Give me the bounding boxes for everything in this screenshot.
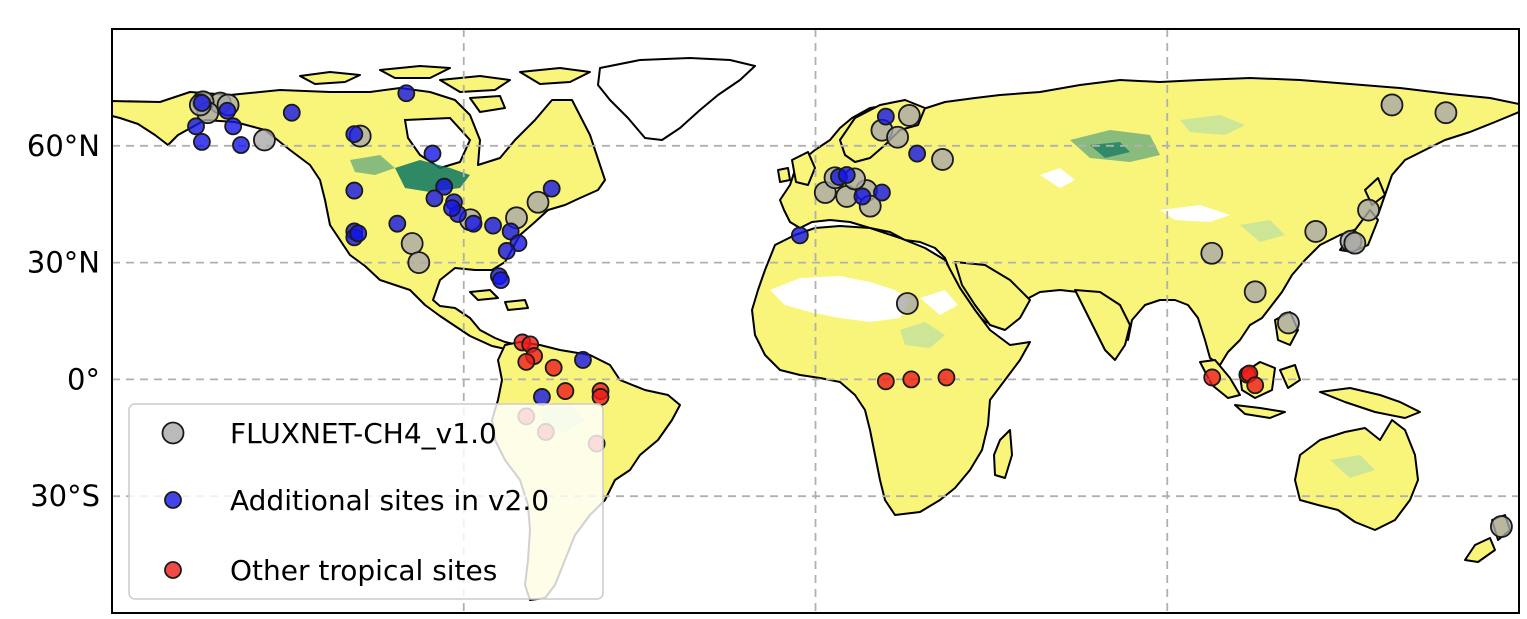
site-marker-fluxnet-v1 bbox=[931, 148, 954, 171]
site-marker-additional-v2 bbox=[484, 216, 502, 235]
legend-marker bbox=[164, 491, 182, 509]
desert-regions bbox=[770, 168, 1230, 322]
site-marker-fluxnet-v1 bbox=[1200, 241, 1224, 265]
site-marker-additional-v2 bbox=[345, 181, 364, 200]
legend-label: FLUXNET-CH4_v1.0 bbox=[230, 417, 497, 450]
site-marker-additional-v2 bbox=[232, 136, 250, 154]
site-marker-fluxnet-v1 bbox=[1304, 220, 1328, 243]
north-america-landmass bbox=[112, 87, 606, 351]
site-marker-tropical bbox=[937, 368, 956, 387]
legend-label: Other tropical sites bbox=[230, 554, 497, 587]
y-tick-label: 30°S bbox=[30, 479, 100, 513]
site-marker-fluxnet-v1 bbox=[526, 190, 550, 214]
legend: FLUXNET-CH4_v1.0 Additional sites in v2.0… bbox=[128, 403, 604, 600]
site-marker-tropical bbox=[1203, 368, 1222, 387]
site-marker-additional-v2 bbox=[443, 199, 461, 217]
site-marker-tropical bbox=[876, 372, 895, 391]
site-marker-additional-v2 bbox=[425, 189, 444, 208]
site-marker-tropical bbox=[1246, 376, 1265, 395]
legend-label: Additional sites in v2.0 bbox=[230, 484, 549, 517]
site-marker-fluxnet-v1 bbox=[1243, 280, 1267, 304]
site-marker-fluxnet-v1 bbox=[1434, 101, 1458, 125]
y-tick-label: 60°N bbox=[27, 129, 100, 163]
site-marker-additional-v2 bbox=[876, 107, 895, 126]
site-marker-tropical bbox=[544, 358, 563, 377]
site-marker-fluxnet-v1 bbox=[1343, 231, 1367, 255]
site-marker-additional-v2 bbox=[873, 183, 891, 202]
site-marker-additional-v2 bbox=[349, 224, 368, 243]
site-marker-fluxnet-v1 bbox=[253, 128, 276, 152]
site-marker-additional-v2 bbox=[853, 187, 872, 206]
site-marker-fluxnet-v1 bbox=[1380, 93, 1404, 117]
latitude-tick-labels: 60°N 30°N 0° 30°S bbox=[27, 129, 100, 513]
site-marker-additional-v2 bbox=[790, 226, 809, 245]
site-markers bbox=[187, 84, 1513, 538]
site-marker-additional-v2 bbox=[345, 125, 364, 144]
site-marker-additional-v2 bbox=[397, 84, 416, 103]
site-marker-additional-v2 bbox=[464, 214, 483, 233]
site-marker-fluxnet-v1 bbox=[407, 251, 431, 275]
legend-marker bbox=[161, 421, 185, 445]
site-marker-additional-v2 bbox=[533, 388, 551, 406]
legend-marker bbox=[164, 561, 182, 579]
site-marker-additional-v2 bbox=[388, 214, 407, 233]
y-tick-label: 30°N bbox=[27, 246, 100, 280]
site-marker-additional-v2 bbox=[497, 242, 516, 260]
site-marker-additional-v2 bbox=[218, 101, 237, 120]
map-frame bbox=[111, 28, 1520, 614]
site-marker-additional-v2 bbox=[491, 271, 510, 290]
site-marker-fluxnet-v1 bbox=[1490, 515, 1513, 538]
land-layer bbox=[112, 57, 1519, 601]
site-marker-additional-v2 bbox=[435, 177, 454, 196]
site-marker-additional-v2 bbox=[542, 179, 561, 198]
site-marker-tropical bbox=[556, 382, 575, 400]
wetland-field-patches bbox=[350, 115, 1375, 478]
map-gridlines bbox=[112, 29, 1519, 613]
y-tick-label: 0° bbox=[67, 362, 100, 396]
site-marker-additional-v2 bbox=[574, 351, 592, 369]
site-marker-additional-v2 bbox=[423, 144, 442, 163]
site-marker-fluxnet-v1 bbox=[400, 232, 424, 255]
site-marker-tropical bbox=[591, 388, 610, 406]
site-marker-additional-v2 bbox=[192, 94, 211, 112]
greenland-landmass bbox=[597, 57, 756, 141]
site-marker-tropical bbox=[902, 370, 921, 389]
site-marker-fluxnet-v1 bbox=[886, 125, 909, 149]
site-marker-fluxnet-v1 bbox=[1277, 311, 1300, 335]
site-marker-additional-v2 bbox=[224, 117, 243, 136]
site-marker-additional-v2 bbox=[908, 144, 927, 163]
site-marker-fluxnet-v1 bbox=[1357, 198, 1380, 222]
site-marker-additional-v2 bbox=[282, 103, 301, 122]
site-marker-additional-v2 bbox=[837, 166, 856, 184]
site-marker-additional-v2 bbox=[192, 133, 211, 151]
site-marker-tropical bbox=[517, 352, 536, 371]
legend-box bbox=[128, 403, 604, 600]
site-marker-additional-v2 bbox=[187, 117, 205, 136]
hudson-bay bbox=[403, 116, 472, 170]
site-marker-fluxnet-v1 bbox=[895, 292, 919, 315]
site-marker-fluxnet-v1 bbox=[897, 104, 921, 127]
